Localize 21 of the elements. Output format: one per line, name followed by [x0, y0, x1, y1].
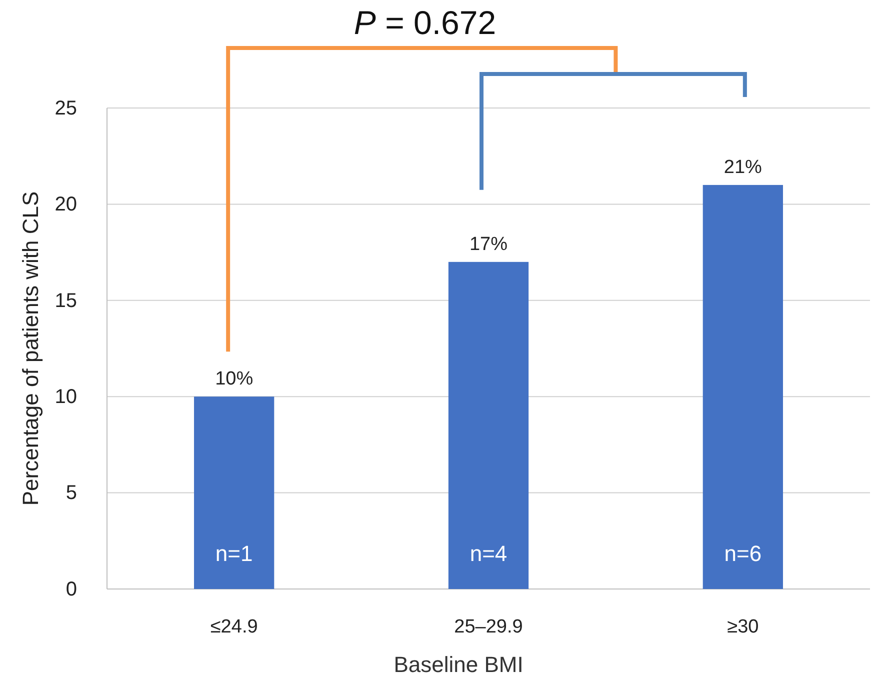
y-axis-title: Percentage of patients with CLS: [18, 191, 43, 506]
x-tick-label: ≤24.9: [210, 616, 258, 638]
y-tick-label: 15: [54, 290, 77, 312]
x-tick-label: ≥30: [727, 616, 759, 638]
x-tick-label: 25–29.9: [454, 616, 523, 638]
annotation: n=4: [470, 541, 508, 566]
data-label: 10%: [215, 368, 254, 390]
x-axis-title: Baseline BMI: [394, 652, 524, 677]
data-label: 21%: [724, 156, 762, 178]
y-tick-label: 25: [54, 97, 77, 120]
y-tick-label: 20: [54, 194, 77, 216]
text: P = 0.672: [354, 4, 496, 41]
y-tick-label: 10: [54, 386, 77, 408]
bar: [194, 396, 274, 589]
y-tick-label: 5: [66, 482, 77, 504]
bar: [448, 262, 529, 589]
data-label: 17%: [469, 234, 508, 255]
y-tick-label: 0: [66, 578, 77, 600]
annotation: n=6: [724, 541, 762, 566]
annotation: n=1: [215, 541, 253, 566]
bar: [702, 184, 783, 589]
